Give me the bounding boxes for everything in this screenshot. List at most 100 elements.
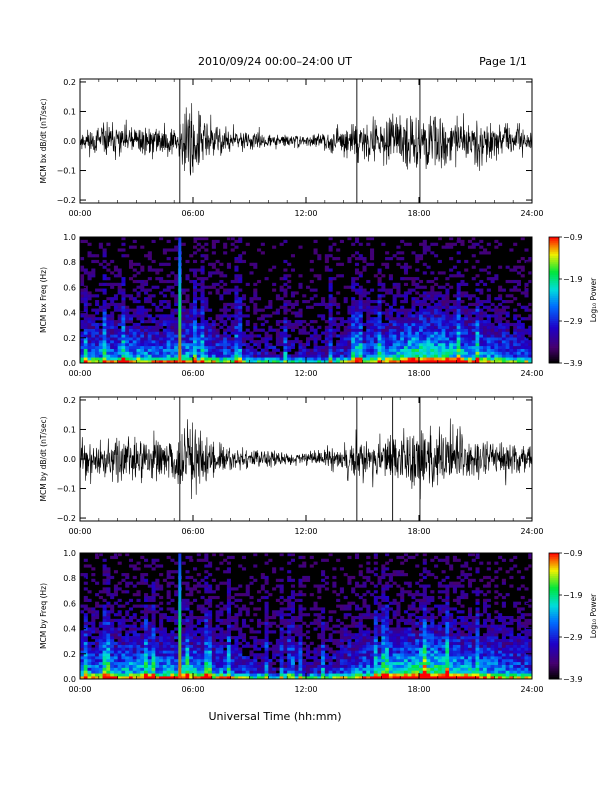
heatmap-cell (389, 320, 393, 323)
heatmap-cell (513, 326, 517, 329)
heatmap-cell (242, 340, 246, 343)
heatmap-cell (404, 317, 408, 320)
heatmap-cell (314, 673, 318, 676)
heatmap-cell (106, 320, 110, 323)
heatmap-cell (468, 340, 472, 343)
heatmap-cell (204, 656, 208, 659)
heatmap-cell (174, 340, 178, 343)
heatmap-cell (212, 251, 216, 254)
heatmap-cell (114, 585, 118, 588)
heatmap-cell (253, 613, 257, 616)
heatmap-cell (197, 622, 201, 625)
heatmap-cell (197, 616, 201, 619)
heatmap-cell (129, 266, 133, 269)
heatmap-cell (344, 346, 348, 349)
heatmap-cell (167, 334, 171, 337)
heatmap-cell (163, 656, 167, 659)
heatmap-cell (118, 659, 122, 662)
heatmap-cell (234, 593, 238, 596)
heatmap-cell (159, 642, 163, 645)
heatmap-cell (197, 673, 201, 676)
heatmap-cell (121, 357, 125, 360)
heatmap-cell (287, 642, 291, 645)
heatmap-cell (438, 352, 442, 355)
heatmap-cell (381, 326, 385, 329)
heatmap-cell (283, 599, 287, 602)
heatmap-cell (363, 337, 367, 340)
heatmap-cell (152, 340, 156, 343)
heatmap-cell (280, 277, 284, 280)
heatmap-cell (227, 590, 231, 593)
heatmap-cell (491, 340, 495, 343)
heatmap-cell (155, 668, 159, 671)
heatmap-cell (106, 263, 110, 266)
heatmap-cell (261, 317, 265, 320)
heatmap-cell (219, 582, 223, 585)
heatmap-cell (152, 668, 156, 671)
heatmap-cell (125, 668, 129, 671)
heatmap-cell (242, 656, 246, 659)
heatmap-cell (114, 349, 118, 352)
heatmap-cell (295, 619, 299, 622)
heatmap-cell (381, 243, 385, 246)
heatmap-cell (479, 280, 483, 283)
heatmap-cell (363, 306, 367, 309)
heatmap-cell (80, 610, 84, 613)
heatmap-cell (411, 303, 415, 306)
heatmap-cell (268, 559, 272, 562)
heatmap-cell (393, 283, 397, 286)
heatmap-cell (276, 659, 280, 662)
heatmap-cell (167, 650, 171, 653)
heatmap-cell (103, 317, 107, 320)
heatmap-cell (468, 357, 472, 360)
heatmap-cell (204, 340, 208, 343)
heatmap-cell (88, 564, 92, 567)
heatmap-cell (423, 320, 427, 323)
heatmap-cell (268, 303, 272, 306)
heatmap-cell (427, 303, 431, 306)
heatmap-cell (314, 251, 318, 254)
heatmap-cell (502, 337, 506, 340)
heatmap-cell (152, 645, 156, 648)
heatmap-cell (88, 337, 92, 340)
heatmap-cell (182, 673, 186, 676)
heatmap-cell (336, 642, 340, 645)
heatmap-cell (265, 346, 269, 349)
heatmap-cell (137, 650, 141, 653)
heatmap-cell (133, 280, 137, 283)
heatmap-cell (359, 303, 363, 306)
heatmap-cell (287, 636, 291, 639)
heatmap-cell (419, 314, 423, 317)
heatmap-cell (366, 337, 370, 340)
heatmap-cell (110, 349, 114, 352)
heatmap-cell (193, 630, 197, 633)
heatmap-cell (517, 323, 521, 326)
heatmap-cell (118, 599, 122, 602)
heatmap-cell (219, 633, 223, 636)
heatmap-cell (257, 297, 261, 300)
heatmap-cell (427, 248, 431, 251)
heatmap-cell (189, 650, 193, 653)
heatmap-cell (159, 323, 163, 326)
heatmap-cell (253, 306, 257, 309)
heatmap-cell (234, 297, 238, 300)
heatmap-cell (332, 630, 336, 633)
heatmap-cell (193, 599, 197, 602)
heatmap-cell (174, 274, 178, 277)
heatmap-cell (148, 297, 152, 300)
heatmap-cell (276, 323, 280, 326)
heatmap-cell (110, 653, 114, 656)
heatmap-cell (155, 306, 159, 309)
heatmap-cell (223, 636, 227, 639)
heatmap-cell (140, 266, 144, 269)
heatmap-cell (521, 274, 525, 277)
heatmap-cell (140, 627, 144, 630)
heatmap-cell (329, 627, 333, 630)
heatmap-cell (449, 306, 453, 309)
heatmap-cell (234, 343, 238, 346)
heatmap-cell (494, 329, 498, 332)
heatmap-cell (295, 665, 299, 668)
heatmap-cell (80, 283, 84, 286)
heatmap-cell (114, 294, 118, 297)
heatmap-cell (152, 648, 156, 651)
